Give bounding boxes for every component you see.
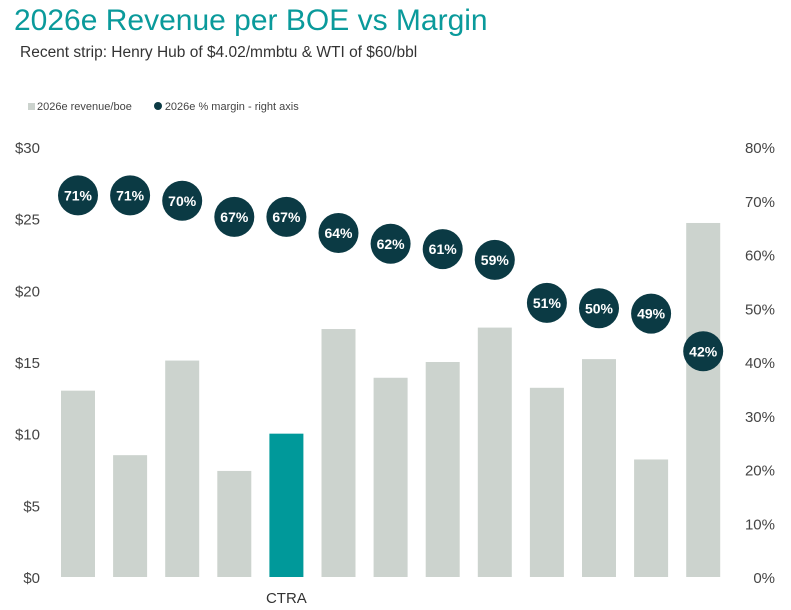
margin-point	[579, 288, 619, 329]
y-right-tick-label: 50%	[745, 301, 775, 318]
x-tick-label: CTRA	[266, 590, 307, 607]
y-right-tick-label: 0%	[753, 570, 775, 587]
margin-point	[631, 293, 672, 334]
y-left-tick-label: $0	[23, 570, 40, 587]
y-left-tick-label: $5	[23, 498, 40, 515]
bar	[477, 327, 512, 577]
y-left-tick-label: $30	[15, 140, 40, 157]
margin-point	[370, 223, 411, 264]
margin-point	[526, 282, 567, 323]
bar	[269, 433, 304, 577]
y-right-tick-label: 70%	[745, 194, 775, 211]
bar	[61, 390, 95, 577]
bar	[113, 455, 148, 577]
margin-point	[318, 213, 359, 253]
legend-item-margin: 2026e % margin - right axis	[153, 101, 299, 113]
margin-point	[214, 196, 255, 237]
y-right-tick-label: 80%	[745, 140, 775, 157]
margin-data-label: 51%	[533, 295, 562, 311]
y-left-tick-label: $15	[15, 355, 40, 372]
margin-point	[110, 175, 151, 216]
legend-label: 2026e % margin - right axis	[164, 101, 299, 113]
y-left-tick-label: $25	[15, 212, 40, 229]
legend-item-revenue: 2026e revenue/boe	[28, 101, 132, 113]
margin-point	[474, 239, 515, 280]
y-left-tick-label: $20	[15, 283, 40, 300]
margin-point	[422, 229, 463, 270]
margin-data-label: 64%	[324, 225, 353, 241]
bar	[529, 387, 564, 577]
y-right-tick-label: 60%	[745, 248, 775, 265]
bar	[634, 459, 669, 577]
margin-data-label: 71%	[116, 187, 145, 203]
bar	[217, 470, 252, 577]
bar	[165, 360, 200, 577]
bar	[425, 362, 460, 577]
margin-data-label: 71%	[64, 187, 93, 203]
margin-data-label: 61%	[429, 241, 458, 257]
margin-point	[58, 175, 98, 216]
margin-point	[683, 331, 724, 372]
margin-point	[266, 196, 307, 237]
legend-swatch-bar	[28, 103, 35, 110]
chart-title: 2026e Revenue per BOE vs Margin	[14, 4, 488, 37]
margin-data-label: 67%	[272, 209, 301, 225]
y-right-tick-label: 40%	[745, 355, 775, 372]
bar	[582, 359, 616, 577]
bar	[686, 222, 721, 577]
legend-swatch-dot	[153, 102, 162, 110]
legend-label: 2026e revenue/boe	[37, 101, 132, 113]
chart-subtitle: Recent strip: Henry Hub of $4.02/mmbtu &…	[20, 44, 418, 61]
legend: 2026e revenue/boe 2026e % margin - right…	[28, 101, 299, 113]
margin-data-label: 67%	[220, 209, 249, 225]
y-right-tick-label: 20%	[745, 463, 775, 480]
y-right-tick-label: 10%	[745, 516, 775, 533]
margin-data-label: 42%	[689, 343, 718, 359]
bar	[321, 329, 356, 577]
margin-data-label: 62%	[377, 236, 406, 252]
margin-data-label: 70%	[168, 193, 197, 209]
y-left-tick-label: $10	[15, 427, 40, 444]
margin-data-label: 50%	[585, 300, 614, 316]
margin-point	[162, 180, 203, 221]
y-right-tick-label: 30%	[745, 409, 775, 426]
margin-data-label: 59%	[481, 252, 510, 268]
bar	[373, 377, 408, 577]
margin-data-label: 49%	[637, 306, 666, 322]
